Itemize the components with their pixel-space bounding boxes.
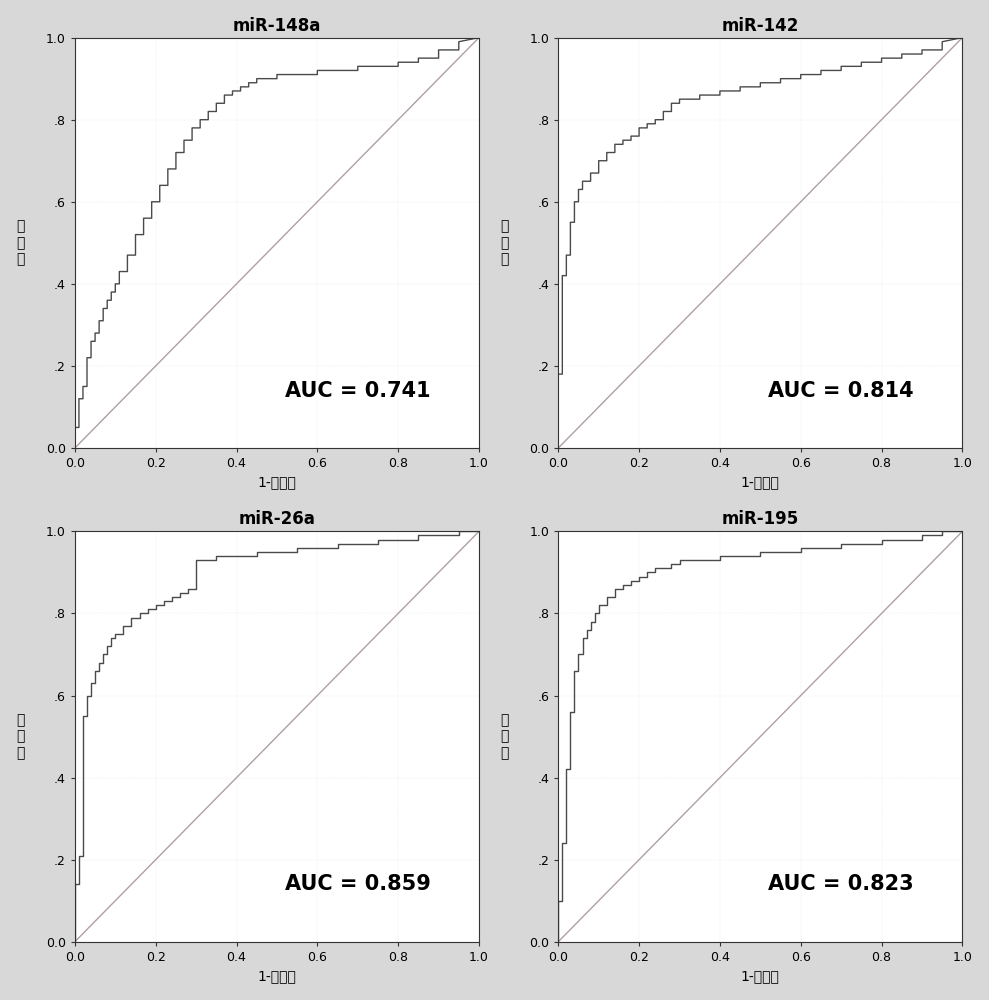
Y-axis label: 灵
敏
度: 灵 敏 度 [17, 220, 25, 266]
X-axis label: 1-特异度: 1-特异度 [741, 476, 779, 490]
Text: AUC = 0.859: AUC = 0.859 [285, 874, 431, 894]
X-axis label: 1-特异度: 1-特异度 [741, 969, 779, 983]
Y-axis label: 灵
敏
度: 灵 敏 度 [500, 713, 508, 760]
Text: AUC = 0.741: AUC = 0.741 [285, 381, 430, 401]
X-axis label: 1-特异度: 1-特异度 [257, 476, 297, 490]
Title: miR-26a: miR-26a [238, 510, 315, 528]
X-axis label: 1-特异度: 1-特异度 [257, 969, 297, 983]
Title: miR-148a: miR-148a [232, 17, 321, 35]
Title: miR-142: miR-142 [722, 17, 799, 35]
Y-axis label: 灵
敏
度: 灵 敏 度 [500, 220, 508, 266]
Text: AUC = 0.814: AUC = 0.814 [768, 381, 914, 401]
Title: miR-195: miR-195 [722, 510, 799, 528]
Text: AUC = 0.823: AUC = 0.823 [768, 874, 914, 894]
Y-axis label: 灵
敏
度: 灵 敏 度 [17, 713, 25, 760]
